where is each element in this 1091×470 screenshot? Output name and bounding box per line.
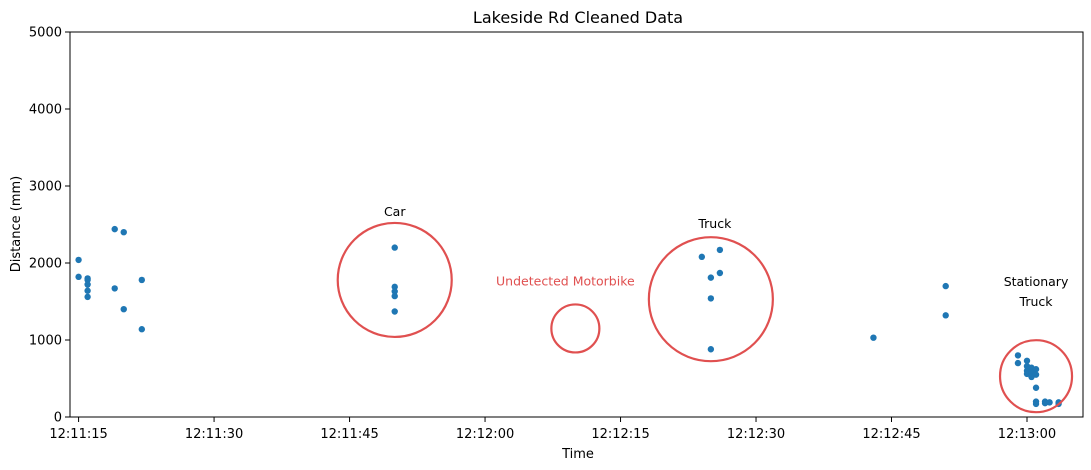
- x-tick-label: 12:12:15: [591, 427, 649, 442]
- data-point: [391, 288, 398, 295]
- data-point: [707, 274, 715, 281]
- data-point: [698, 253, 706, 261]
- data-point: [1023, 357, 1031, 364]
- data-point: [1032, 366, 1040, 373]
- data-point: [391, 292, 398, 300]
- annotation-label: Stationary Truck: [1004, 274, 1069, 309]
- x-tick-label: 12:11:15: [49, 427, 107, 442]
- y-tick-label: 2000: [29, 257, 62, 272]
- annotation-circle: [998, 339, 1074, 414]
- data-point: [120, 306, 127, 313]
- data-point: [120, 229, 127, 236]
- data-point: [942, 312, 949, 319]
- data-point: [391, 308, 398, 315]
- annotation-label: Truck: [697, 216, 732, 231]
- data-point: [84, 276, 91, 284]
- data-point: [111, 285, 118, 292]
- data-point: [870, 334, 877, 341]
- y-axis: 0 1000 2000 3000 4000 5000: [29, 26, 70, 426]
- data-point: [1014, 352, 1022, 359]
- data-point: [84, 281, 91, 288]
- x-tick-label: 12:13:00: [998, 427, 1056, 442]
- data-point: [1032, 384, 1040, 391]
- annotation-circle: [550, 303, 601, 354]
- y-tick-label: 0: [54, 411, 62, 426]
- data-point: [138, 326, 146, 333]
- x-tick-label: 12:11:30: [185, 427, 243, 442]
- data-point: [716, 269, 724, 277]
- data-point: [75, 273, 82, 281]
- x-tick-label: 12:12:45: [862, 427, 920, 442]
- data-point: [1032, 371, 1040, 378]
- x-axis-label: Time: [561, 447, 594, 462]
- data-point: [391, 283, 398, 291]
- data-point: [716, 246, 724, 254]
- data-point: [84, 293, 91, 301]
- data-point: [942, 282, 949, 290]
- y-tick-label: 5000: [29, 26, 62, 41]
- plot-frame: [69, 31, 1084, 418]
- data-point: [707, 346, 715, 353]
- annotation-circle: [336, 221, 453, 339]
- y-tick-label: 4000: [29, 103, 62, 118]
- data-point: [75, 256, 82, 264]
- y-tick-label: 1000: [29, 334, 62, 349]
- chart-title: Lakeside Rd Cleaned Data: [473, 8, 683, 27]
- annotation-label: Undetected Motorbike: [496, 273, 635, 288]
- x-axis: 12:11:15 12:11:30 12:11:45 12:12:00 12:12:15…: [49, 417, 1056, 442]
- annotation-circle: [647, 236, 774, 363]
- x-tick-label: 12:12:00: [456, 427, 514, 442]
- data-point: [84, 287, 91, 294]
- plot-area: Car Undetected Motorbike Truck Stationary Tr…: [75, 204, 1074, 414]
- data-point: [391, 244, 398, 251]
- data-point: [1032, 400, 1040, 408]
- annotation-label: Car: [384, 204, 406, 219]
- y-tick-label: 3000: [29, 180, 62, 195]
- data-point: [1046, 399, 1053, 406]
- y-axis-label: Distance (mm): [9, 176, 24, 272]
- data-point: [138, 276, 146, 284]
- data-point: [111, 225, 118, 233]
- data-point: [707, 295, 715, 302]
- data-point: [1014, 359, 1022, 367]
- x-tick-label: 12:12:30: [727, 427, 785, 442]
- x-tick-label: 12:11:45: [320, 427, 378, 442]
